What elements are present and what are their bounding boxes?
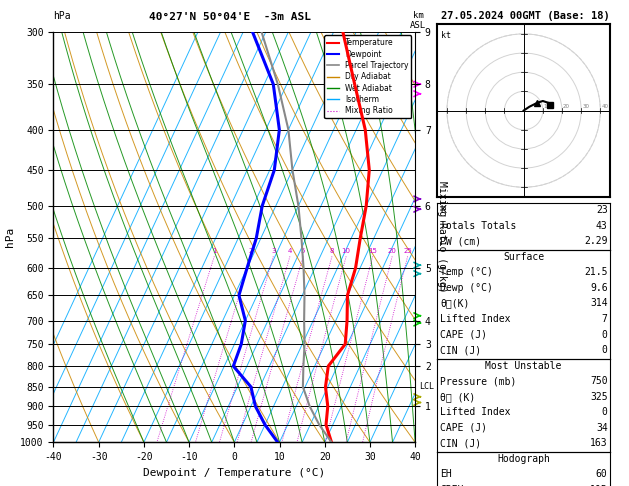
Text: 10: 10 [342, 248, 350, 254]
Text: 40: 40 [601, 104, 608, 109]
Text: 1: 1 [212, 248, 216, 254]
Text: Hodograph: Hodograph [497, 454, 550, 464]
Text: 25: 25 [403, 248, 412, 254]
Text: 5: 5 [301, 248, 305, 254]
Text: SREH: SREH [440, 485, 464, 486]
Text: 30: 30 [582, 104, 589, 109]
Text: 0: 0 [602, 330, 608, 340]
Y-axis label: hPa: hPa [4, 227, 14, 247]
Text: EH: EH [440, 469, 452, 480]
Text: θᴇ (K): θᴇ (K) [440, 392, 476, 402]
Text: 9.6: 9.6 [590, 283, 608, 293]
Text: 43: 43 [596, 221, 608, 231]
Text: 10: 10 [544, 104, 551, 109]
Text: 105: 105 [590, 485, 608, 486]
Text: 34: 34 [596, 423, 608, 433]
Text: 15: 15 [368, 248, 377, 254]
Text: km
ASL: km ASL [410, 11, 426, 30]
Text: CAPE (J): CAPE (J) [440, 423, 487, 433]
Text: Pressure (mb): Pressure (mb) [440, 376, 516, 386]
Text: 0: 0 [602, 407, 608, 417]
Text: CAPE (J): CAPE (J) [440, 330, 487, 340]
Text: 20: 20 [563, 104, 570, 109]
Text: Lifted Index: Lifted Index [440, 407, 511, 417]
Text: CIN (J): CIN (J) [440, 438, 481, 449]
Text: 4: 4 [287, 248, 292, 254]
Text: Dewp (°C): Dewp (°C) [440, 283, 493, 293]
X-axis label: Dewpoint / Temperature (°C): Dewpoint / Temperature (°C) [143, 468, 325, 478]
Text: CIN (J): CIN (J) [440, 345, 481, 355]
Text: θᴇ(K): θᴇ(K) [440, 298, 470, 309]
Text: 40°27'N 50°04'E  -3m ASL: 40°27'N 50°04'E -3m ASL [148, 12, 311, 22]
Text: 60: 60 [596, 469, 608, 480]
Text: 0: 0 [602, 345, 608, 355]
Text: 7: 7 [602, 314, 608, 324]
Text: Surface: Surface [503, 252, 544, 262]
Text: 2.29: 2.29 [584, 236, 608, 246]
Text: 3: 3 [271, 248, 276, 254]
Text: hPa: hPa [53, 11, 71, 21]
Text: 20: 20 [387, 248, 397, 254]
Y-axis label: Mixing Ratio (g/kg): Mixing Ratio (g/kg) [437, 181, 447, 293]
Text: Temp (°C): Temp (°C) [440, 267, 493, 278]
Text: PW (cm): PW (cm) [440, 236, 481, 246]
Text: kt: kt [441, 31, 451, 40]
Text: 750: 750 [590, 376, 608, 386]
Text: Most Unstable: Most Unstable [486, 361, 562, 371]
Text: Totals Totals: Totals Totals [440, 221, 516, 231]
Text: 23: 23 [596, 205, 608, 215]
Text: 163: 163 [590, 438, 608, 449]
Text: 21.5: 21.5 [584, 267, 608, 278]
Text: 314: 314 [590, 298, 608, 309]
Text: 8: 8 [330, 248, 334, 254]
Text: K: K [440, 205, 446, 215]
Text: 27.05.2024 00GMT (Base: 18): 27.05.2024 00GMT (Base: 18) [441, 11, 610, 21]
Text: 2: 2 [248, 248, 253, 254]
Legend: Temperature, Dewpoint, Parcel Trajectory, Dry Adiabat, Wet Adiabat, Isotherm, Mi: Temperature, Dewpoint, Parcel Trajectory… [324, 35, 411, 118]
Text: 325: 325 [590, 392, 608, 402]
Text: Lifted Index: Lifted Index [440, 314, 511, 324]
Text: LCL: LCL [419, 382, 434, 391]
